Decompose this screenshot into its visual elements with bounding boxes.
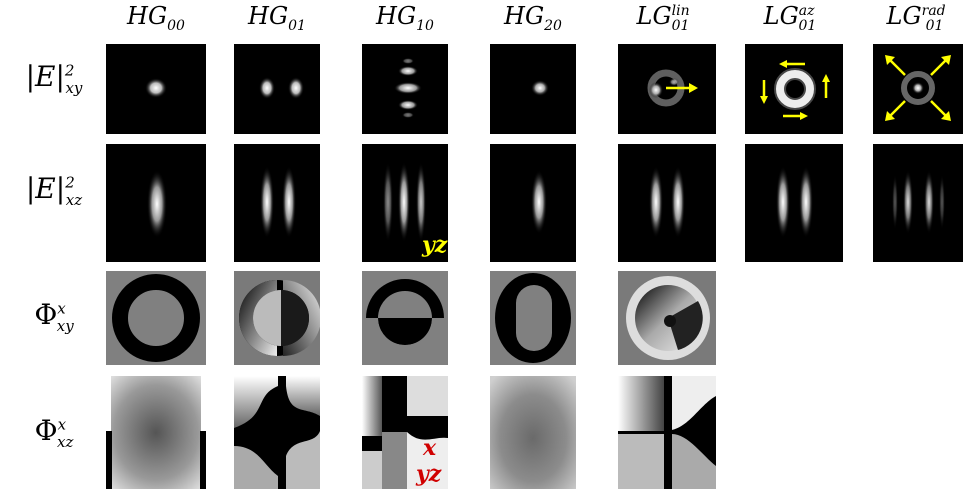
row-sub: xz <box>57 432 74 451</box>
row-main: Φ <box>34 414 58 447</box>
phase-xz-lg01-lin <box>618 376 716 489</box>
header-base: HG <box>248 2 289 30</box>
radial-arrow-icon <box>885 55 951 121</box>
intensity-xz-hg10: yz <box>362 144 448 262</box>
header-sup: lin <box>671 3 690 19</box>
intensity-xy-hg00 <box>106 44 206 134</box>
header-base: LG <box>636 2 672 30</box>
row-label-phase-xy: Φxxy <box>8 298 100 335</box>
row-sup: x <box>57 299 66 318</box>
phase-xy-lg01-lin <box>618 271 716 365</box>
column-header-hg20: HG20 <box>490 2 576 42</box>
phase-xy-hg00 <box>106 271 206 365</box>
row-main: |E| <box>25 172 66 205</box>
intensity-xy-hg20 <box>490 44 576 134</box>
phase-xz-hg00 <box>106 376 206 489</box>
header-sub: 01 <box>288 17 306 34</box>
header-sub: 20 <box>544 17 562 34</box>
row-label-intensity-xz: |E|2xz <box>8 172 100 209</box>
row-sup: 2 <box>64 61 75 80</box>
intensity-xz-hg00 <box>106 144 206 262</box>
header-sub: 01 <box>798 17 817 34</box>
header-sub: 10 <box>416 17 434 34</box>
intensity-xy-hg10 <box>362 44 448 134</box>
column-header-lg01-lin: LGlin01 <box>613 2 713 42</box>
header-sub: 01 <box>925 17 944 34</box>
phase-xz-hg10: x yz <box>362 376 448 489</box>
intensity-xz-lg01-az <box>745 144 843 262</box>
header-base: LG <box>886 2 922 30</box>
row-main: Φ <box>34 298 58 331</box>
row-sup: x <box>57 415 67 434</box>
header-base: HG <box>376 2 417 30</box>
header-sub: 01 <box>671 17 690 34</box>
x-polarization-label: x <box>423 435 437 461</box>
phase-xy-hg10 <box>362 271 448 365</box>
row-sub: xy <box>65 78 83 97</box>
header-base: HG <box>127 2 168 30</box>
column-header-hg00: HG00 <box>106 2 206 42</box>
row-sub: xy <box>56 316 74 335</box>
row-label-phase-xz: Φxxz <box>8 414 100 451</box>
intensity-xy-lg01-az <box>745 44 843 134</box>
intensity-xy-lg01-lin <box>618 44 716 134</box>
azimuthal-arrow-icon <box>760 60 830 120</box>
column-header-hg10: HG10 <box>362 2 448 42</box>
yz-plane-label: yz <box>422 232 448 258</box>
column-header-hg01: HG01 <box>234 2 320 42</box>
column-header-lg01-az: LGaz01 <box>740 2 840 42</box>
polarization-arrow-icon <box>666 83 698 93</box>
intensity-xz-lg01-rad <box>873 144 963 262</box>
header-base: LG <box>763 2 799 30</box>
column-header-lg01-rad: LGrad01 <box>865 2 965 42</box>
row-label-intensity-xy: |E|2xy <box>8 60 100 97</box>
phase-xy-hg01 <box>234 271 320 365</box>
phase-xz-hg01 <box>234 376 320 489</box>
header-sup: az <box>798 3 815 19</box>
intensity-xz-lg01-lin <box>618 144 716 262</box>
intensity-xz-hg20 <box>490 144 576 262</box>
row-sub: xz <box>65 190 83 209</box>
row-main: |E| <box>25 60 65 93</box>
phase-xz-hg20 <box>490 376 576 489</box>
header-sub: 00 <box>167 17 185 34</box>
intensity-xy-hg01 <box>234 44 320 134</box>
phase-xy-hg20 <box>490 271 576 365</box>
row-sup: 2 <box>65 173 75 192</box>
intensity-xz-hg01 <box>234 144 320 262</box>
header-sup: rad <box>921 3 946 19</box>
yz-plane-label: yz <box>416 461 442 487</box>
header-base: HG <box>504 2 545 30</box>
intensity-xy-lg01-rad <box>873 44 963 134</box>
